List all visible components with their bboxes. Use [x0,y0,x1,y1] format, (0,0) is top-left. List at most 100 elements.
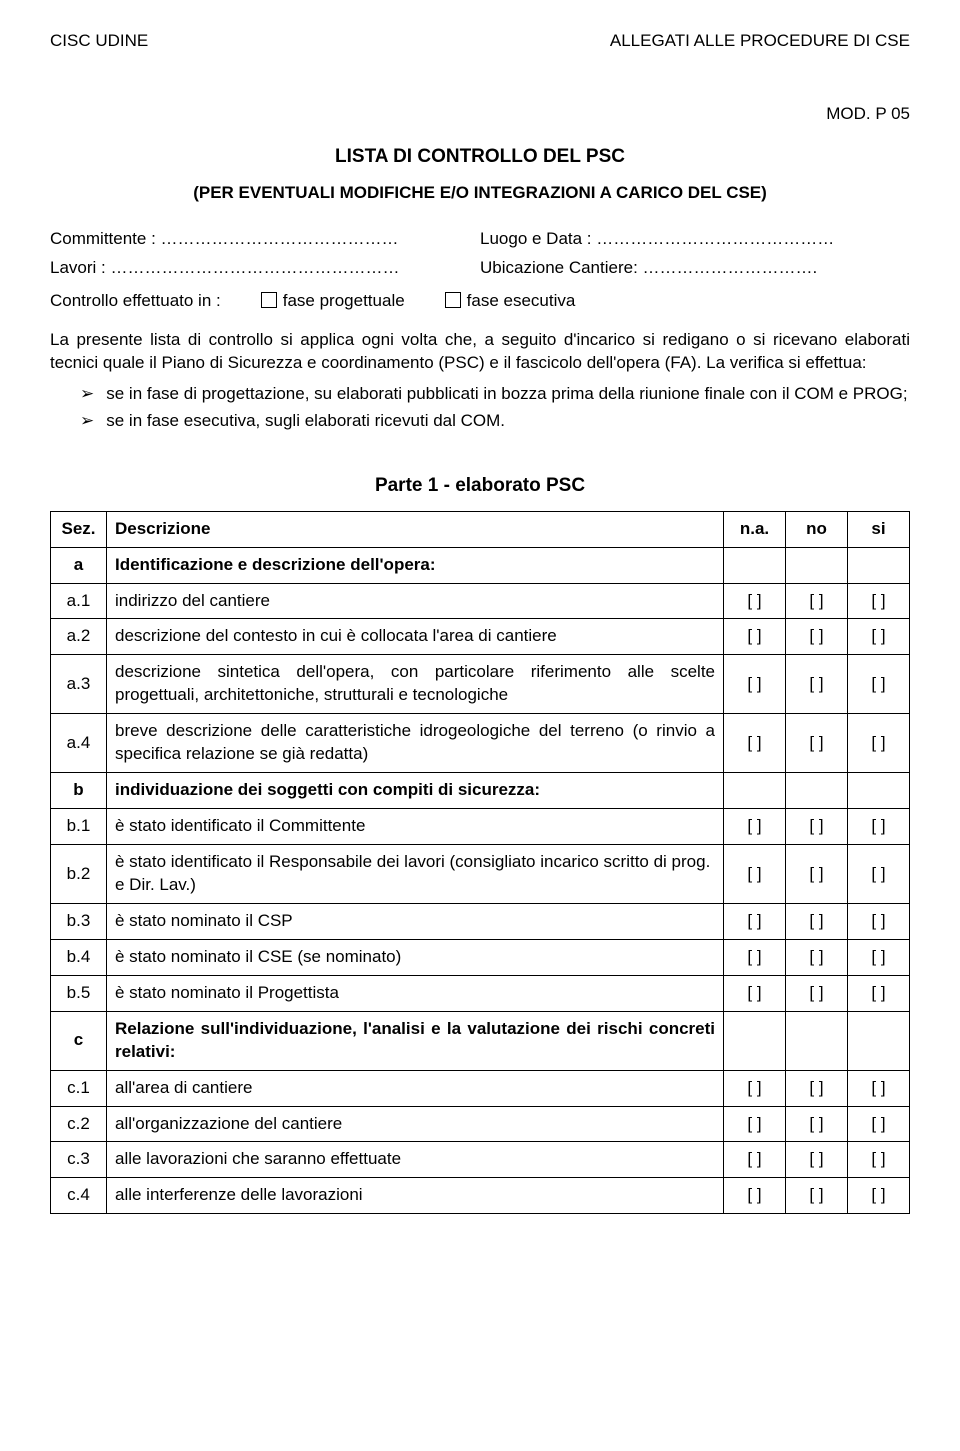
th-no: no [786,511,848,547]
table-row: b.1è stato identificato il Committente[ … [51,809,910,845]
table-header-row: Sez. Descrizione n.a. no si [51,511,910,547]
field-row-1: Committente : …………………………………… Luogo e Dat… [50,228,910,251]
controllo-opt1-label: fase progettuale [283,291,405,310]
cell-check[interactable]: [ ] [724,1106,786,1142]
cell-check [724,773,786,809]
cell-check[interactable]: [ ] [848,939,910,975]
cell-check[interactable]: [ ] [848,1106,910,1142]
cell-check [848,773,910,809]
cell-check [848,547,910,583]
controllo-opt1[interactable]: fase progettuale [261,290,405,313]
cell-sez: a [51,547,107,583]
cell-sez: b.2 [51,845,107,904]
table-row: b.5è stato nominato il Progettista[ ][ ]… [51,975,910,1011]
cell-check[interactable]: [ ] [724,714,786,773]
cell-desc: individuazione dei soggetti con compiti … [107,773,724,809]
cell-check [786,773,848,809]
cell-desc: alle interferenze delle lavorazioni [107,1178,724,1214]
cell-check[interactable]: [ ] [786,1142,848,1178]
th-desc: Descrizione [107,511,724,547]
cell-check[interactable]: [ ] [724,1070,786,1106]
cell-sez: a.1 [51,583,107,619]
cell-desc: descrizione sintetica dell'opera, con pa… [107,655,724,714]
cell-check[interactable]: [ ] [786,1178,848,1214]
cell-sez: b.4 [51,939,107,975]
cell-check[interactable]: [ ] [724,903,786,939]
psc-table: Sez. Descrizione n.a. no si aIdentificaz… [50,511,910,1215]
cell-sez: b [51,773,107,809]
field-committente: Committente : …………………………………… [50,228,480,251]
cell-check[interactable]: [ ] [786,809,848,845]
mod-code: MOD. P 05 [50,103,910,126]
cell-check[interactable]: [ ] [786,845,848,904]
cell-desc: descrizione del contesto in cui è colloc… [107,619,724,655]
cell-check[interactable]: [ ] [848,809,910,845]
cell-check[interactable]: [ ] [724,939,786,975]
field-ubicazione: Ubicazione Cantiere: …………………………. [480,257,910,280]
cell-check[interactable]: [ ] [724,655,786,714]
cell-check[interactable]: [ ] [848,1142,910,1178]
cell-check[interactable]: [ ] [786,939,848,975]
cell-desc: all'area di cantiere [107,1070,724,1106]
table-row: c.1all'area di cantiere[ ][ ][ ] [51,1070,910,1106]
cell-sez: b.5 [51,975,107,1011]
cell-check[interactable]: [ ] [848,845,910,904]
bullet-icon: ➢ [80,410,94,433]
cell-check[interactable]: [ ] [848,975,910,1011]
cell-sez: c.3 [51,1142,107,1178]
cell-desc: è stato nominato il CSP [107,903,724,939]
cell-check[interactable]: [ ] [848,583,910,619]
table-row: a.4breve descrizione delle caratteristic… [51,714,910,773]
checkbox-icon [445,292,461,308]
table-row: b.3è stato nominato il CSP[ ][ ][ ] [51,903,910,939]
page: CISC UDINE ALLEGATI ALLE PROCEDURE DI CS… [0,0,960,1264]
cell-sez: b.3 [51,903,107,939]
cell-check[interactable]: [ ] [724,583,786,619]
bullet-text: se in fase di progettazione, su elaborat… [106,383,907,406]
cell-check[interactable]: [ ] [786,714,848,773]
cell-desc: alle lavorazioni che saranno effettuate [107,1142,724,1178]
cell-check[interactable]: [ ] [848,903,910,939]
cell-check[interactable]: [ ] [786,1070,848,1106]
cell-sez: c [51,1011,107,1070]
cell-check[interactable]: [ ] [724,1142,786,1178]
cell-check[interactable]: [ ] [786,903,848,939]
table-row: c.4alle interferenze delle lavorazioni[ … [51,1178,910,1214]
cell-sez: c.2 [51,1106,107,1142]
cell-check[interactable]: [ ] [724,619,786,655]
cell-check[interactable]: [ ] [724,1178,786,1214]
checkbox-icon [261,292,277,308]
cell-check[interactable]: [ ] [786,1106,848,1142]
cell-check[interactable]: [ ] [848,1070,910,1106]
cell-check [848,1011,910,1070]
cell-check[interactable]: [ ] [786,975,848,1011]
th-na: n.a. [724,511,786,547]
table-row: aIdentificazione e descrizione dell'oper… [51,547,910,583]
header-left: CISC UDINE [50,30,148,53]
intro-paragraph: La presente lista di controllo si applic… [50,329,910,375]
cell-desc: indirizzo del cantiere [107,583,724,619]
cell-desc: è stato nominato il Progettista [107,975,724,1011]
cell-check[interactable]: [ ] [786,655,848,714]
cell-check[interactable]: [ ] [848,714,910,773]
cell-check[interactable]: [ ] [724,845,786,904]
table-row: cRelazione sull'individuazione, l'analis… [51,1011,910,1070]
part-title: Parte 1 - elaborato PSC [50,473,910,499]
cell-check[interactable]: [ ] [848,619,910,655]
cell-check[interactable]: [ ] [848,655,910,714]
controllo-opt2[interactable]: fase esecutiva [445,290,576,313]
cell-check[interactable]: [ ] [786,583,848,619]
doc-subtitle: (PER EVENTUALI MODIFICHE E/O INTEGRAZION… [50,182,910,205]
cell-sez: a.4 [51,714,107,773]
cell-check[interactable]: [ ] [848,1178,910,1214]
cell-check[interactable]: [ ] [724,975,786,1011]
table-row: b.4è stato nominato il CSE (se nominato)… [51,939,910,975]
table-row: a.1indirizzo del cantiere[ ][ ][ ] [51,583,910,619]
cell-check[interactable]: [ ] [724,809,786,845]
bullet-icon: ➢ [80,383,94,406]
controllo-opt2-label: fase esecutiva [467,291,576,310]
table-row: bindividuazione dei soggetti con compiti… [51,773,910,809]
cell-desc: è stato identificato il Committente [107,809,724,845]
cell-check[interactable]: [ ] [786,619,848,655]
th-si: si [848,511,910,547]
